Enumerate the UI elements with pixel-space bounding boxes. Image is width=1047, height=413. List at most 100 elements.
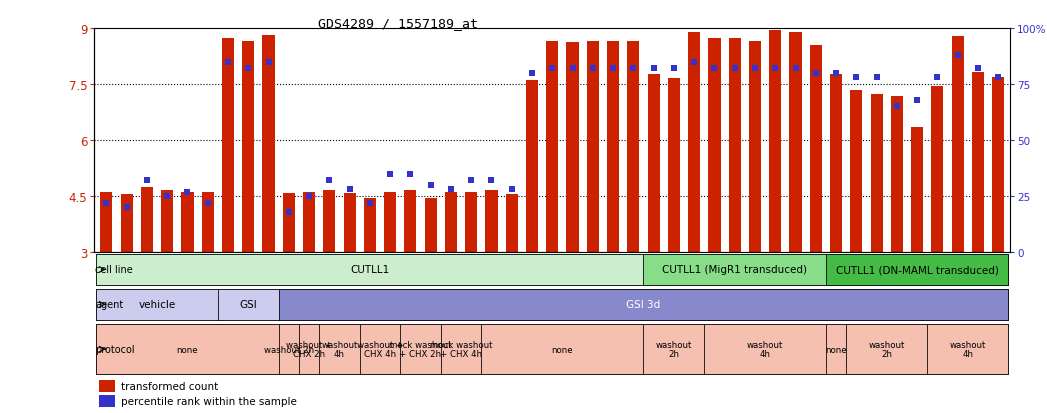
Point: [483, 178, 499, 184]
Bar: [870, 95, 883, 252]
Text: CUTLL1: CUTLL1: [351, 265, 389, 275]
Bar: [770, 31, 781, 252]
FancyBboxPatch shape: [644, 254, 826, 285]
Point: [341, 187, 358, 193]
Bar: [668, 79, 680, 252]
FancyBboxPatch shape: [482, 325, 644, 374]
Text: CUTLL1 (DN-MAML transduced): CUTLL1 (DN-MAML transduced): [836, 265, 999, 275]
Bar: [283, 194, 295, 252]
Bar: [404, 191, 417, 252]
Point: [544, 66, 561, 72]
Text: washout
4h: washout 4h: [950, 340, 986, 358]
Text: washout
2h: washout 2h: [869, 340, 905, 358]
Text: none: none: [825, 345, 847, 354]
Bar: [202, 193, 214, 252]
Point: [666, 66, 683, 72]
Point: [706, 66, 722, 72]
Bar: [161, 191, 173, 252]
FancyBboxPatch shape: [826, 254, 1008, 285]
FancyBboxPatch shape: [96, 325, 1008, 374]
Point: [382, 171, 399, 178]
FancyBboxPatch shape: [279, 325, 299, 374]
Point: [300, 193, 317, 200]
FancyBboxPatch shape: [846, 325, 928, 374]
Text: washout +
CHX 4h: washout + CHX 4h: [357, 340, 403, 358]
Point: [240, 66, 257, 72]
Point: [645, 66, 662, 72]
Point: [443, 187, 460, 193]
Point: [463, 178, 480, 184]
Text: CUTLL1 (MigR1 transduced): CUTLL1 (MigR1 transduced): [662, 265, 807, 275]
Text: GSI: GSI: [240, 299, 258, 310]
Point: [321, 178, 338, 184]
Point: [504, 187, 520, 193]
Point: [584, 66, 601, 72]
Point: [970, 66, 986, 72]
Bar: [465, 192, 477, 252]
Bar: [972, 73, 984, 252]
Point: [929, 75, 945, 81]
FancyBboxPatch shape: [96, 289, 1008, 320]
Bar: [181, 192, 194, 252]
Point: [807, 70, 824, 77]
Text: washout 2h: washout 2h: [264, 345, 314, 354]
FancyBboxPatch shape: [218, 289, 279, 320]
Bar: [324, 191, 335, 252]
Bar: [384, 192, 396, 252]
Bar: [729, 39, 741, 252]
FancyBboxPatch shape: [360, 325, 400, 374]
FancyBboxPatch shape: [96, 254, 1008, 285]
Text: agent: agent: [95, 299, 124, 310]
Bar: [627, 42, 640, 252]
Point: [989, 75, 1006, 81]
Point: [179, 189, 196, 195]
Text: washout
4h: washout 4h: [747, 340, 783, 358]
Point: [118, 204, 135, 211]
Point: [402, 171, 419, 178]
FancyBboxPatch shape: [96, 254, 644, 285]
FancyBboxPatch shape: [928, 325, 1008, 374]
Text: none: none: [177, 345, 198, 354]
Point: [281, 209, 297, 216]
Point: [361, 200, 378, 206]
Text: vehicle: vehicle: [138, 299, 176, 310]
FancyBboxPatch shape: [400, 325, 441, 374]
Point: [766, 66, 783, 72]
Bar: [425, 198, 437, 252]
Bar: [789, 33, 802, 252]
Point: [422, 182, 439, 189]
Bar: [343, 194, 356, 252]
Bar: [263, 36, 274, 252]
Point: [260, 59, 276, 66]
Bar: [101, 193, 112, 252]
Point: [220, 59, 237, 66]
Point: [564, 66, 581, 72]
Bar: [222, 39, 235, 252]
Point: [159, 193, 176, 200]
Point: [605, 66, 622, 72]
Text: mock washout
+ CHX 2h: mock washout + CHX 2h: [389, 340, 452, 358]
FancyBboxPatch shape: [826, 325, 846, 374]
Bar: [688, 33, 700, 252]
Bar: [850, 90, 863, 252]
Text: GSI 3d: GSI 3d: [626, 299, 661, 310]
Text: percentile rank within the sample: percentile rank within the sample: [120, 396, 296, 406]
Bar: [242, 42, 254, 252]
Point: [909, 97, 926, 104]
Text: washout
2h: washout 2h: [655, 340, 692, 358]
FancyBboxPatch shape: [96, 289, 218, 320]
Point: [747, 66, 763, 72]
FancyBboxPatch shape: [279, 289, 1008, 320]
Bar: [809, 46, 822, 252]
Bar: [506, 195, 518, 252]
Bar: [749, 42, 761, 252]
Bar: [120, 195, 133, 252]
Point: [98, 200, 115, 206]
Bar: [445, 192, 458, 252]
Point: [889, 104, 906, 110]
Bar: [526, 80, 538, 252]
Bar: [647, 74, 660, 252]
Point: [828, 70, 845, 77]
Point: [727, 66, 743, 72]
FancyBboxPatch shape: [644, 325, 705, 374]
